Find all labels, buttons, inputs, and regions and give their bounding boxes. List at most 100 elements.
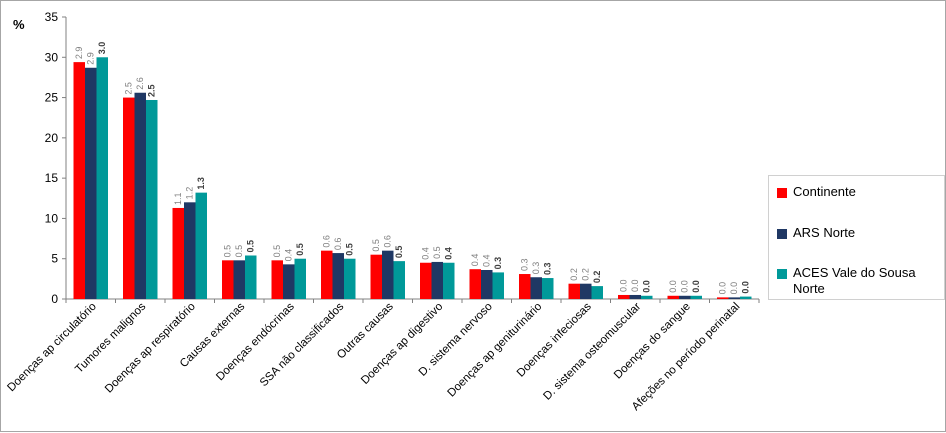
y-tick-label: 35 [45, 10, 59, 24]
bar-data-label: 0.2 [592, 271, 602, 284]
legend-item-aces-vale-do-sousa-norte: ACES Vale do Sousa Norte [777, 265, 943, 297]
bar [690, 295, 702, 299]
bar [443, 262, 455, 299]
bar [667, 295, 679, 299]
bar-data-label: 2.6 [135, 77, 145, 90]
bar-data-label: 0.4 [482, 254, 492, 267]
bar-data-label: 0.5 [234, 245, 244, 258]
bar [519, 274, 531, 299]
bar-data-label: 2.5 [124, 82, 134, 95]
bar [146, 99, 158, 299]
x-tick-label: Doenças ap digestivo [359, 301, 445, 387]
bar [629, 294, 641, 299]
bar [172, 207, 184, 299]
bar-data-label: 0.5 [394, 246, 404, 259]
bar [591, 286, 603, 299]
bar-data-label: 0.5 [246, 240, 256, 253]
bar-data-label: 0.5 [371, 239, 381, 252]
legend: Continente ARS Norte ACES Vale do Sousa … [768, 175, 945, 300]
bar-data-label: 0.5 [432, 246, 442, 259]
y-tick-label: 20 [45, 131, 59, 145]
y-tick-label: 0 [51, 292, 58, 306]
bar-data-label: 0.0 [619, 279, 629, 292]
bar-data-label: 2.5 [147, 84, 157, 97]
bar [73, 62, 85, 300]
bar-data-label: 0.2 [569, 268, 579, 281]
bar-data-label: 0.3 [543, 263, 553, 276]
x-tick-label: SSA não classificados [258, 300, 347, 389]
bar-data-label: 1.3 [196, 177, 206, 190]
bar [393, 261, 405, 299]
y-tick-label: 15 [45, 171, 59, 185]
bar [321, 250, 333, 299]
bar-data-label: 0.4 [284, 249, 294, 262]
bar-data-label: 0.5 [295, 243, 305, 256]
bar [195, 192, 207, 299]
bar [580, 283, 592, 299]
bar [370, 254, 382, 299]
y-tick-label: 5 [51, 252, 58, 266]
bar [85, 67, 97, 299]
bar-data-label: 0.6 [383, 235, 393, 248]
y-tick-label: 25 [45, 91, 59, 105]
bar-data-label: 0.3 [531, 262, 541, 275]
bar-data-label: 1.1 [173, 192, 183, 205]
bar [233, 260, 245, 299]
bar [294, 258, 306, 299]
x-tick-label: Doenças ap circulatório [5, 301, 98, 394]
bar-data-label: 0.5 [223, 245, 233, 258]
bar-data-label: 0.2 [581, 268, 591, 281]
bar-data-label: 0.0 [668, 280, 678, 293]
y-axis-label: % [13, 17, 25, 32]
bar [431, 261, 443, 299]
bar [382, 250, 394, 299]
bar-data-label: 1.2 [185, 187, 195, 200]
bar-data-label: 0.4 [421, 247, 431, 260]
bar [184, 202, 196, 299]
bar-data-label: 0.5 [345, 243, 355, 256]
bar-data-label: 0.3 [520, 259, 530, 272]
bar [469, 269, 481, 299]
legend-item-ars-norte: ARS Norte [777, 225, 943, 241]
legend-label-ars-norte: ARS Norte [793, 225, 856, 240]
bar-data-label: 0.6 [322, 235, 332, 248]
bar-data-label: 0.0 [741, 281, 751, 294]
bar-data-label: 3.0 [97, 42, 107, 55]
bar [222, 260, 234, 299]
bar [618, 294, 630, 299]
legend-swatch-ars-norte [777, 229, 787, 239]
x-tick-label: Afeções no período perinatal [630, 301, 742, 413]
bar-data-label: 0.0 [718, 282, 728, 295]
bar-data-label: 0.5 [272, 245, 282, 258]
bar-data-label: 0.4 [470, 254, 480, 267]
bar-data-label: 2.9 [74, 47, 84, 60]
legend-label-continente: Continente [793, 184, 856, 199]
bar [271, 260, 283, 299]
bar-data-label: 2.9 [86, 52, 96, 65]
legend-item-continente: Continente [777, 184, 943, 200]
bar [123, 97, 135, 299]
bar-data-label: 0.6 [333, 238, 343, 251]
bar-data-label: 0.0 [729, 282, 739, 295]
bar [641, 295, 653, 299]
x-tick-label: Doenças ap respiratório [103, 301, 198, 396]
legend-swatch-continente [777, 188, 787, 198]
bar [492, 272, 504, 299]
y-tick-label: 10 [45, 211, 59, 225]
bar [481, 269, 493, 299]
bar [717, 297, 729, 299]
bar [728, 297, 740, 299]
y-tick-label: 30 [45, 50, 59, 64]
x-tick-label: Doenças ap geniturinário [445, 301, 544, 400]
bar [245, 255, 257, 299]
bar-data-label: 0.0 [691, 280, 701, 293]
x-tick-label: D. sistema osteomuscular [541, 301, 643, 403]
bar [283, 264, 295, 299]
bar [332, 253, 344, 299]
bar [420, 262, 432, 299]
bar-data-label: 0.0 [630, 279, 640, 292]
bar [679, 295, 691, 299]
legend-swatch-aces [777, 269, 787, 279]
bar [530, 277, 542, 299]
